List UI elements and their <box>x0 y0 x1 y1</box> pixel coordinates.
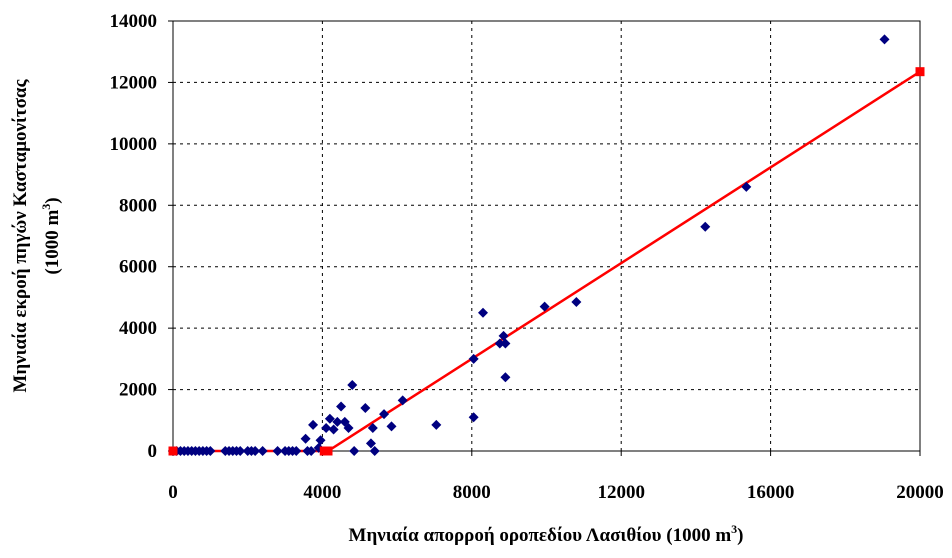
data-point <box>468 353 479 364</box>
data-point <box>365 438 376 449</box>
data-point <box>741 181 752 192</box>
y-tick-label: 0 <box>148 441 158 462</box>
plot-area <box>172 20 921 452</box>
x-tick-labels: 0 4000 8000 12000 16000 20000 <box>168 482 944 503</box>
y-tick-label: 14000 <box>110 11 158 32</box>
data-point <box>324 413 335 424</box>
fit-line-markers <box>168 67 925 456</box>
data-point <box>235 446 246 456</box>
data-point <box>879 34 890 45</box>
data-point <box>367 422 378 433</box>
data-point <box>379 409 390 420</box>
fit-line-marker <box>168 446 178 456</box>
data-point <box>397 395 408 406</box>
data-point <box>321 422 332 433</box>
data-point <box>468 412 479 423</box>
data-point <box>343 422 354 433</box>
y-tick-label: 2000 <box>119 380 157 401</box>
data-point <box>300 433 311 444</box>
y-tick-label: 6000 <box>119 257 157 278</box>
y-tick-label: 12000 <box>110 72 158 93</box>
x-tick-label: 20000 <box>896 482 944 503</box>
data-point <box>500 372 511 383</box>
data-point <box>308 419 319 430</box>
data-point <box>700 221 711 232</box>
fit-line-marker <box>323 446 333 456</box>
data-point <box>306 446 317 456</box>
x-tick-label: 8000 <box>453 482 491 503</box>
fit-line-marker <box>915 67 925 77</box>
y-tick-labels: 0 2000 4000 6000 8000 10000 12000 14000 <box>110 11 158 462</box>
data-point <box>539 301 550 312</box>
data-point <box>328 424 339 435</box>
data-point <box>478 307 489 318</box>
data-point <box>369 446 380 456</box>
y-tick-label: 8000 <box>119 195 157 216</box>
data-point <box>349 446 360 456</box>
data-point <box>498 330 509 341</box>
data-points-series <box>168 34 890 456</box>
data-point <box>571 297 582 308</box>
data-point <box>257 446 268 456</box>
data-point <box>347 379 358 390</box>
data-point <box>272 446 283 456</box>
x-axis-title: Μηνιαία απορροή οροπεδίου Λασιθίου (1000… <box>349 522 744 546</box>
data-point <box>205 446 216 456</box>
data-point <box>315 435 326 446</box>
y-tick-label: 4000 <box>119 318 157 339</box>
data-point <box>500 338 511 349</box>
data-point <box>291 446 302 456</box>
data-point <box>250 446 261 456</box>
y-tick-label: 10000 <box>110 134 158 155</box>
data-point <box>431 419 442 430</box>
x-tick-label: 16000 <box>747 482 795 503</box>
data-point <box>494 338 505 349</box>
y-axis-title-line1: Μηνιαία εκροή πηγών Κασταμονίτσας <box>10 78 31 392</box>
y-axis-title-line2: (1000 m3) <box>39 197 63 274</box>
data-point <box>332 416 343 427</box>
gridlines <box>173 21 920 451</box>
data-point <box>360 403 371 413</box>
data-point <box>386 421 397 432</box>
x-tick-label: 4000 <box>303 482 341 503</box>
x-tick-label: 12000 <box>597 482 645 503</box>
data-point <box>336 401 347 412</box>
x-tick-label: 0 <box>168 482 178 503</box>
